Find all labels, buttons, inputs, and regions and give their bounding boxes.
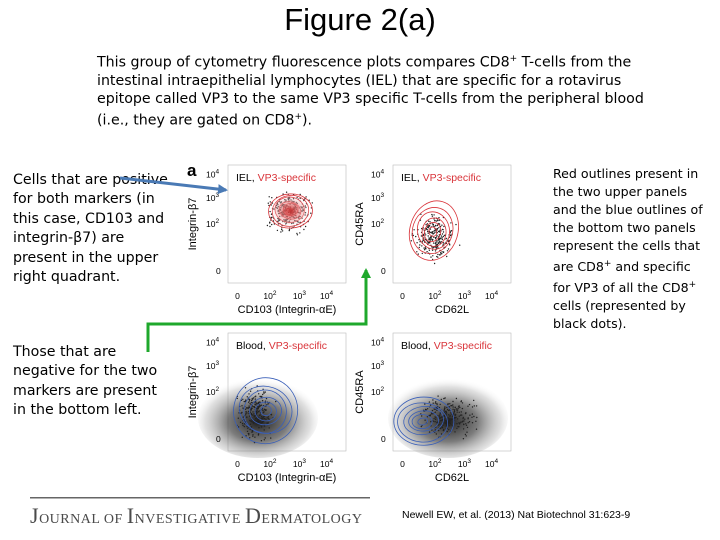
right-note-sup-1: +: [603, 259, 612, 269]
x-tick-label: 103: [458, 458, 471, 469]
panel-blood-integrin: Blood, VP3-specific 104 103 102 0 0 102 103 104 C…: [187, 332, 347, 484]
intro-text-3: ).: [301, 112, 313, 129]
y-tick-label: 104: [206, 168, 219, 179]
y-tick-labels: 104 103 102 0: [206, 336, 221, 444]
left-note-negative: Those that are negative for the two mark…: [13, 344, 158, 419]
contour-lines: [393, 396, 455, 446]
y-tick-label: 0: [216, 434, 221, 444]
x-tick-label: 102: [428, 290, 441, 301]
x-tick-label: 104: [320, 290, 333, 301]
y-tick-label: 0: [381, 266, 386, 276]
y-tick-label: 103: [371, 360, 384, 371]
x-tick-labels: 0 102 103 104: [235, 458, 333, 469]
x-tick-labels: 0 102 103 104: [400, 290, 498, 301]
y-tick-label: 0: [381, 434, 386, 444]
right-note-text-2: and specific for VP3 of all the CD8: [553, 259, 691, 296]
y-axis-label: Integrin-β7: [187, 198, 199, 251]
journal-logo: JOURNAL OF INVESTIGATIVE DERMATOLOGY: [30, 503, 363, 528]
event-dots: [420, 395, 478, 440]
panel-iel-cd45ra: IEL, VP3-specific 104 103 102 0 0 102 103 104 CD6…: [354, 164, 512, 316]
y-tick-label: 102: [206, 386, 219, 397]
panel-blood-cd45ra: Blood, VP3-specific 104 103 102 0 0 102 103 104 C…: [354, 332, 512, 484]
y-tick-label: 0: [216, 266, 221, 276]
x-axis-label: CD62L: [435, 472, 469, 484]
y-tick-label: 104: [371, 336, 384, 347]
right-note: Red outlines present in the two upper pa…: [553, 165, 703, 333]
y-tick-labels: 104 103 102 0: [371, 336, 386, 444]
intro-sup-1: +: [509, 54, 518, 64]
x-tick-label: 103: [293, 458, 306, 469]
right-note-text-1: Red outlines present in the two upper pa…: [553, 166, 703, 275]
y-tick-label: 103: [371, 192, 384, 203]
contour-lines: [408, 200, 459, 261]
blue-arrow: [119, 176, 228, 195]
x-tick-label: 102: [263, 458, 276, 469]
x-tick-label: 0: [400, 459, 405, 469]
panel-title: IEL, VP3-specific: [401, 172, 481, 184]
x-axis-label: CD62L: [435, 304, 469, 316]
right-note-sup-2: +: [688, 280, 697, 291]
right-note-text-3: cells (represented by black dots).: [553, 298, 686, 332]
panel-iel-integrin: IEL, VP3-specific 104 103 102 0 0 102 103 104 CD1…: [187, 164, 347, 316]
x-tick-label: 104: [485, 458, 498, 469]
x-tick-label: 0: [400, 291, 405, 301]
x-tick-labels: 0 102 103 104: [235, 290, 333, 301]
y-axis-label: CD45RA: [354, 202, 366, 246]
y-tick-label: 103: [206, 192, 219, 203]
panel-title: Blood, VP3-specific: [236, 340, 327, 352]
y-tick-label: 104: [206, 336, 219, 347]
panel-title: IEL, VP3-specific: [236, 172, 316, 184]
plot-frame: [392, 164, 512, 284]
x-tick-label: 103: [458, 290, 471, 301]
y-tick-label: 102: [206, 218, 219, 229]
x-tick-label: 104: [320, 458, 333, 469]
panel-letter: a: [187, 161, 197, 180]
slide-title: Figure 2(a): [284, 2, 436, 37]
green-arrow: [146, 268, 371, 352]
x-tick-label: 104: [485, 290, 498, 301]
x-axis-label: CD103 (Integrin-αE): [238, 304, 337, 316]
y-axis-label: CD45RA: [354, 370, 366, 414]
x-axis-label: CD103 (Integrin-αE): [238, 472, 337, 484]
x-tick-label: 102: [263, 290, 276, 301]
y-tick-labels: 104 103 102 0: [371, 168, 386, 276]
x-tick-label: 0: [235, 459, 240, 469]
x-tick-labels: 0 102 103 104: [400, 458, 498, 469]
x-tick-label: 103: [293, 290, 306, 301]
left-note-positive: Cells that are positive for both markers…: [13, 172, 168, 286]
y-tick-labels: 104 103 102 0: [206, 168, 221, 276]
citation: Newell EW, et al. (2013) Nat Biotechnol …: [402, 509, 631, 521]
intro-sup-2: +: [294, 111, 302, 122]
footer-rule: [30, 497, 370, 499]
intro-text-2: T-cells from the intestinal intraepithel…: [97, 54, 644, 129]
intro-paragraph: This group of cytometry fluorescence plo…: [97, 50, 657, 129]
y-tick-label: 102: [371, 218, 384, 229]
contour-lines: [233, 377, 299, 445]
y-tick-label: 104: [371, 168, 384, 179]
x-tick-label: 102: [428, 458, 441, 469]
intro-text-1: This group of cytometry fluorescence plo…: [97, 54, 510, 71]
y-tick-label: 102: [371, 386, 384, 397]
y-tick-label: 103: [206, 360, 219, 371]
y-axis-label: Integrin-β7: [187, 366, 199, 419]
x-tick-label: 0: [235, 291, 240, 301]
panel-title: Blood, VP3-specific: [401, 340, 492, 352]
